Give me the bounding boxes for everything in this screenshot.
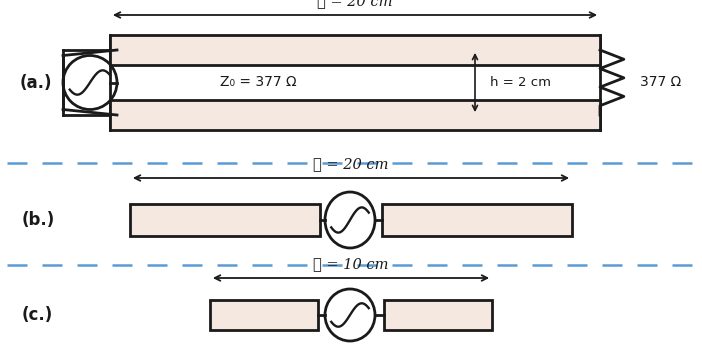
Text: Z₀ = 377 Ω: Z₀ = 377 Ω <box>220 76 297 89</box>
Text: ℓ = 20 cm: ℓ = 20 cm <box>317 0 392 8</box>
Bar <box>382 204 572 236</box>
Bar <box>130 204 320 236</box>
Text: ℓ = 10 cm: ℓ = 10 cm <box>313 257 389 271</box>
Text: h = 2 cm: h = 2 cm <box>491 76 552 89</box>
Bar <box>384 300 492 330</box>
Text: (c.): (c.) <box>22 306 53 324</box>
Bar <box>110 100 600 130</box>
Text: 377 Ω: 377 Ω <box>640 76 681 89</box>
Text: ℓ = 20 cm: ℓ = 20 cm <box>313 157 389 171</box>
Text: (a.): (a.) <box>20 73 53 92</box>
Bar <box>210 300 318 330</box>
Text: (b.): (b.) <box>22 211 55 229</box>
Bar <box>110 35 600 65</box>
